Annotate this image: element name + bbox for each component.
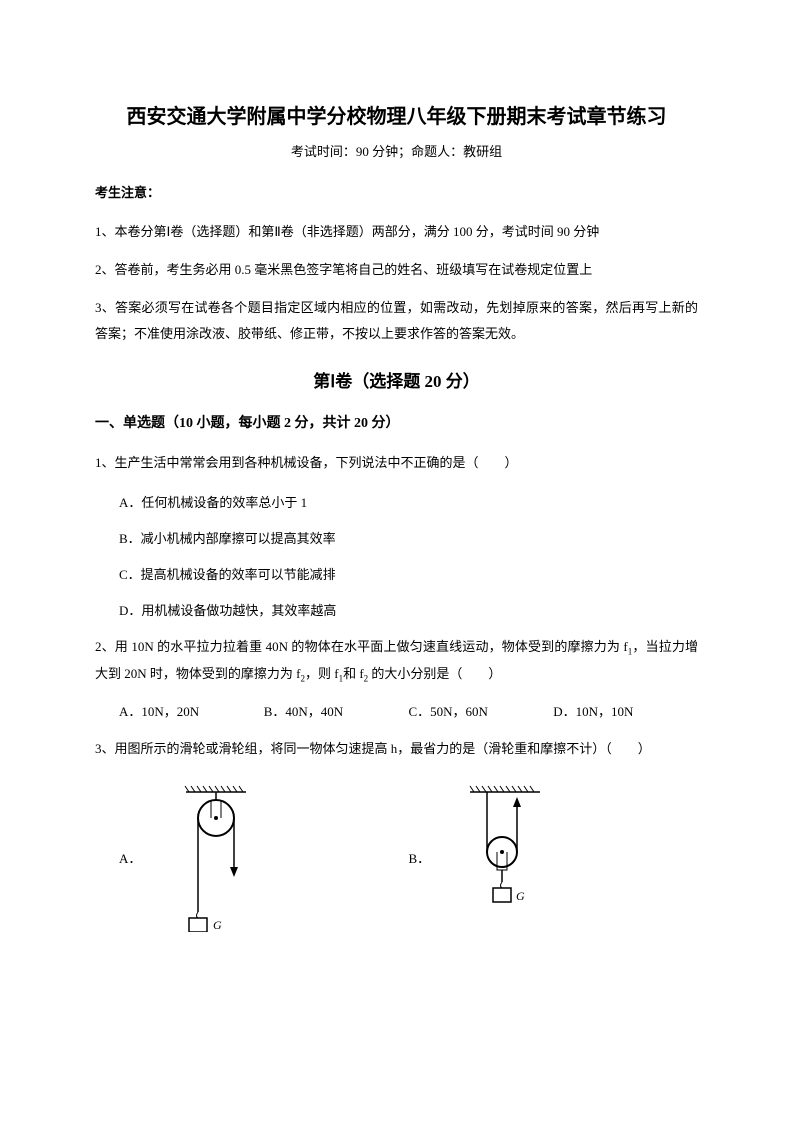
q3-option-b-label: B．	[409, 848, 431, 867]
notice-item-2: 2、答卷前，考生务必用 0.5 毫米黑色签字笔将自己的姓名、班级填写在试卷规定位…	[95, 257, 698, 283]
q2-text-5: 的大小分别是（ ）	[368, 666, 501, 681]
q1-option-c: C．提高机械设备的效率可以节能减排	[95, 562, 698, 588]
notice-header: 考生注意：	[95, 182, 698, 201]
page-title: 西安交通大学附属中学分校物理八年级下册期末考试章节练习	[95, 100, 698, 129]
question-3: 3、用图所示的滑轮或滑轮组，将同一物体匀速提高 h，最省力的是（滑轮重和摩擦不计…	[95, 736, 698, 762]
section-title: 第Ⅰ卷（选择题 20 分）	[95, 367, 698, 392]
figure-b-container: B．	[409, 782, 699, 932]
q2-option-c: C．50N，60N	[409, 701, 554, 720]
q2-option-a: A．10N，20N	[119, 701, 264, 720]
question-2: 2、用 10N 的水平拉力拉着重 40N 的物体在水平面上做匀速直线运动，物体受…	[95, 634, 698, 687]
notice-item-1: 1、本卷分第Ⅰ卷（选择题）和第Ⅱ卷（非选择题）两部分，满分 100 分，考试时间…	[95, 219, 698, 245]
q2-text-1: 2、用 10N 的水平拉力拉着重 40N 的物体在水平面上做匀速直线运动，物体受…	[95, 639, 628, 654]
figure-a-container: A．	[119, 782, 409, 932]
svg-text:G: G	[516, 889, 525, 903]
question-1: 1、生产生活中常常会用到各种机械设备，下列说法中不正确的是（ ）	[95, 450, 698, 476]
q1-option-a: A．任何机械设备的效率总小于 1	[95, 490, 698, 516]
pulley-diagram-a: G	[171, 782, 261, 932]
figures-row: A．	[95, 782, 698, 932]
subsection-heading: 一、单选题（10 小题，每小题 2 分，共计 20 分）	[95, 412, 698, 432]
notice-item-3: 3、答案必须写在试卷各个题目指定区域内相应的位置，如需改动，先划掉原来的答案，然…	[95, 295, 698, 347]
q2-text-4: 和 f	[343, 666, 364, 681]
q1-option-b: B．减小机械内部摩擦可以提高其效率	[95, 526, 698, 552]
q2-text-3: ，则 f	[305, 666, 339, 681]
pulley-diagram-b: G	[460, 782, 550, 932]
q2-options-row: A．10N，20N B．40N，40N C．50N，60N D．10N，10N	[95, 701, 698, 720]
svg-text:G: G	[213, 918, 222, 932]
q1-option-d: D．用机械设备做功越快，其效率越高	[95, 598, 698, 624]
q2-option-b: B．40N，40N	[264, 701, 409, 720]
page-subtitle: 考试时间：90 分钟；命题人：教研组	[95, 141, 698, 160]
q3-option-a-label: A．	[119, 848, 141, 867]
q2-option-d: D．10N，10N	[553, 701, 698, 720]
